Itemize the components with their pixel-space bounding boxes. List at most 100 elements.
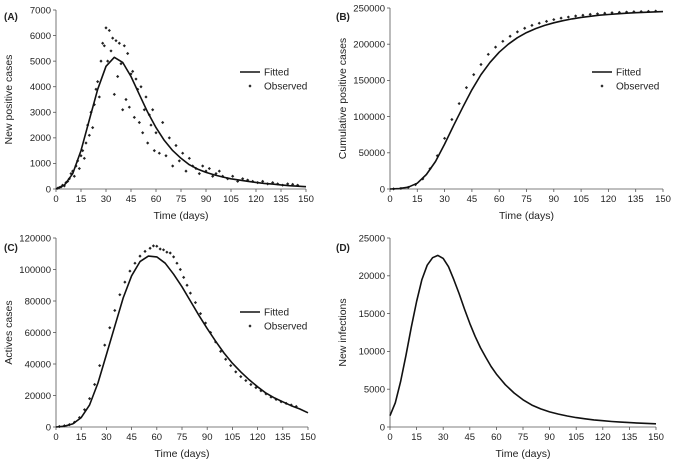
observed-point: [103, 343, 107, 347]
fitted-line: [55, 56, 307, 190]
observed-point: [523, 26, 527, 30]
observed-point: [244, 378, 248, 383]
observed-point: [102, 44, 106, 48]
legend: Fitted Observed: [240, 308, 307, 333]
observed-point: [142, 108, 146, 112]
x-tick-label: 120: [595, 432, 611, 443]
observed-point: [82, 156, 86, 160]
x-tick-label: 90: [549, 194, 560, 205]
observed-point: [167, 136, 171, 140]
observed-point: [172, 255, 176, 259]
x-tick-label: 105: [573, 194, 589, 205]
observed-point: [193, 300, 198, 305]
y-tick-label: 10000: [359, 347, 385, 358]
observed-point: [148, 246, 152, 250]
observed-point: [174, 143, 178, 148]
x-tick-label: 75: [176, 194, 187, 205]
observed-point: [175, 261, 179, 265]
observed-point: [234, 370, 238, 374]
observed-point: [486, 52, 490, 56]
observed-point: [132, 115, 136, 119]
observed-point: [201, 164, 205, 168]
y-tick-label: 20000: [25, 391, 51, 402]
observed-point: [187, 156, 191, 160]
legend: Fitted Observed: [592, 68, 659, 93]
y-tick-label: 100000: [19, 265, 51, 276]
panel-label: (D): [336, 243, 350, 254]
y-tick-label: 1000: [30, 159, 51, 170]
observed-point: [566, 15, 570, 19]
x-tick-label: 135: [628, 194, 644, 205]
legend-fitted-label: Fitted: [264, 68, 289, 79]
observed-point: [88, 397, 92, 401]
fitted-line: [55, 255, 309, 428]
x-tick-label: 105: [223, 194, 239, 205]
observed-point: [114, 39, 118, 43]
observed-point: [574, 14, 578, 18]
observed-point: [111, 36, 115, 40]
observed-point: [112, 92, 116, 96]
legend-observed-swatch: [248, 84, 252, 88]
x-tick-label: 0: [53, 432, 58, 443]
observed-point: [126, 51, 130, 56]
x-tick-label: 75: [177, 432, 188, 443]
x-tick-label: 120: [248, 194, 264, 205]
y-axis-label: New infections: [337, 298, 349, 366]
x-tick-label: 60: [491, 432, 502, 443]
observed-point: [133, 261, 137, 265]
chart-panel-2: 0 15 30 45 60 75 90 105 120 135 150 0 50000 100000 150…: [336, 3, 671, 222]
observed-point: [581, 13, 585, 17]
x-tick-label: 135: [273, 194, 289, 205]
legend-observed-label: Observed: [264, 82, 307, 93]
x-tick-label: 30: [438, 432, 449, 443]
x-tick-label: 75: [521, 194, 532, 205]
observed-point: [119, 62, 123, 66]
observed-point: [217, 169, 221, 173]
y-tick-label: 3000: [30, 108, 51, 119]
y-tick-label: 15000: [359, 309, 385, 320]
observed-point: [99, 59, 103, 63]
observed-point: [87, 133, 91, 137]
x-axis-label: Time (days): [153, 210, 208, 222]
x-tick-label: 60: [151, 194, 162, 205]
x-tick-label: 150: [655, 194, 671, 205]
x-tick-label: 45: [126, 194, 137, 205]
observed-point: [158, 247, 162, 251]
y-tick-label: 200000: [353, 40, 385, 51]
y-axis-label: New positive cases: [3, 55, 15, 145]
observed-point: [184, 169, 188, 173]
legend-observed-label: Observed: [264, 322, 307, 333]
x-axis-label: Time (days): [499, 210, 554, 222]
observed-point: [116, 74, 120, 79]
observed-point: [109, 49, 113, 53]
y-tick-label: 2000: [30, 133, 51, 144]
y-tick-label: 25000: [359, 233, 385, 244]
observed-point: [106, 59, 110, 63]
observed-point: [198, 312, 203, 316]
observed-point: [197, 172, 201, 176]
observed-point: [77, 415, 82, 420]
x-tick-label: 90: [202, 432, 213, 443]
observed-point: [151, 108, 155, 112]
observed-point: [98, 363, 102, 368]
y-tick-label: 60000: [25, 328, 51, 339]
observed-point: [138, 254, 142, 258]
panel-label: (B): [336, 12, 350, 23]
y-tick-label: 150000: [353, 76, 385, 87]
observed-point: [161, 120, 165, 125]
observed-point: [203, 321, 208, 325]
x-tick-label: 105: [568, 432, 584, 443]
observed-point: [294, 404, 298, 409]
observed-point: [178, 267, 182, 272]
fitted-line: [389, 10, 664, 190]
observed-point: [239, 375, 243, 379]
observed-point: [537, 21, 541, 25]
observed-point: [131, 69, 135, 73]
y-tick-label: 0: [380, 184, 385, 195]
x-tick-label: 30: [101, 194, 112, 205]
observed-point: [157, 151, 161, 155]
x-tick-label: 135: [275, 432, 291, 443]
y-tick-label: 250000: [353, 3, 385, 14]
observed-point: [182, 275, 186, 279]
